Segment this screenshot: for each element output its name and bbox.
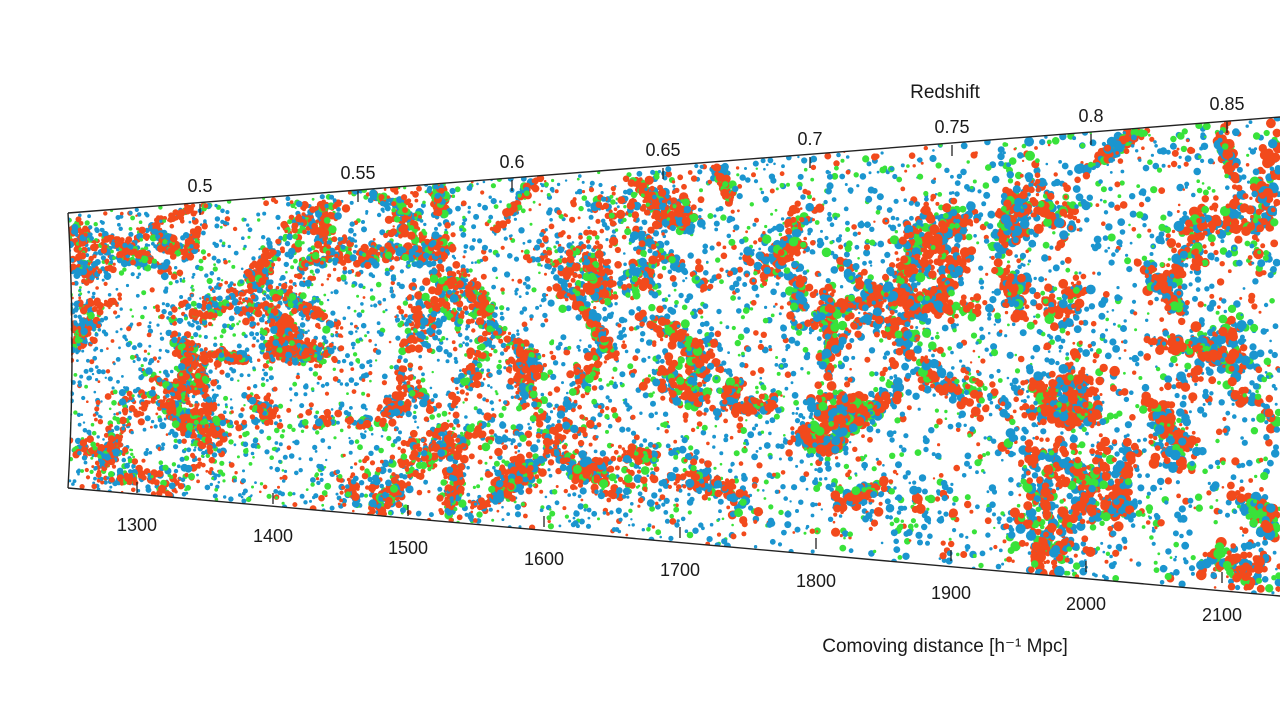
top-axis-ticks: 0.5 0.55 0.6 0.65 0.7 0.75 0.8 0.85	[187, 94, 1245, 215]
tick-label: 1900	[931, 583, 971, 603]
tick-label: 0.55	[340, 163, 375, 183]
left-edge-arc	[67, 212, 73, 489]
tick-label: 0.75	[934, 117, 969, 137]
tick-label: 1500	[388, 538, 428, 558]
galaxy-points	[68, 117, 1280, 596]
tick-label: 0.5	[187, 176, 212, 196]
tick-label: 1600	[524, 549, 564, 569]
tick-label: 1400	[253, 526, 293, 546]
tick-label: 0.85	[1209, 94, 1244, 114]
tick-label: 0.65	[645, 140, 680, 160]
bottom-axis-ticks: 1300 1400 1500 1600 1700 1800 1900 2000 2100	[117, 482, 1242, 625]
tick-label: 0.7	[797, 129, 822, 149]
tick-label: 1800	[796, 571, 836, 591]
tick-label: 0.6	[499, 152, 524, 172]
tick-label: 2100	[1202, 605, 1242, 625]
top-axis-line	[67, 116, 1280, 214]
tick-label: 0.8	[1078, 106, 1103, 126]
bottom-axis-title: Comoving distance [h⁻¹ Mpc]	[822, 636, 1068, 657]
tick-label: 1700	[660, 560, 700, 580]
tick-label: 2000	[1066, 594, 1106, 614]
tick-label: 1300	[117, 515, 157, 535]
bottom-axis-line	[67, 487, 1280, 597]
wedge-frame	[67, 116, 1280, 597]
top-axis-title: Redshift	[910, 82, 980, 103]
